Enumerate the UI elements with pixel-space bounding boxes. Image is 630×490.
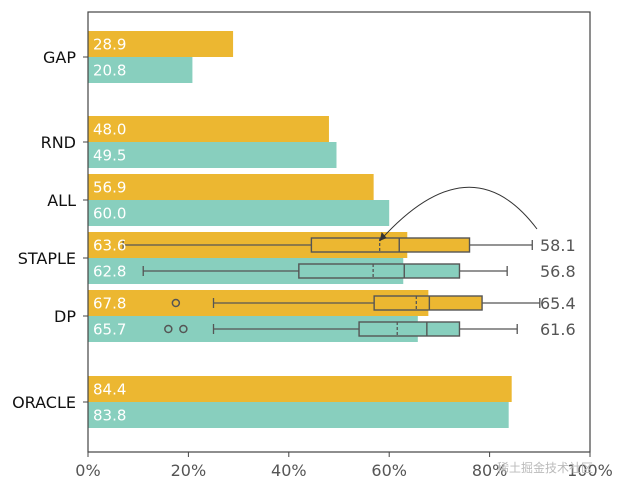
- boxplot-staple-series-a-mean-label: 58.1: [540, 236, 576, 255]
- bar-gap-series-b: [88, 57, 193, 83]
- boxplot-staple-series-b-box: [298, 263, 461, 279]
- bar-rnd-series-a: [88, 116, 329, 142]
- boxplot-dp-series-b-outlier: [179, 324, 188, 334]
- category-label-all: ALL: [47, 191, 76, 210]
- bar-value-label: 63.6: [93, 237, 126, 255]
- category-label-oracle: ORACLE: [12, 393, 76, 412]
- bar-all-series-b: [88, 200, 390, 226]
- x-tick-label: 80%: [472, 461, 508, 480]
- x-tick-label: 60%: [371, 461, 407, 480]
- boxplot-staple-series-a-box: [310, 237, 471, 253]
- boxplot-dp-series-a-mean-label: 65.4: [540, 294, 576, 313]
- bar-value-label: 48.0: [93, 121, 126, 139]
- x-tick-label: 20%: [171, 461, 207, 480]
- bar-oracle-series-b: [88, 402, 509, 428]
- bar-value-label: 20.8: [93, 62, 126, 80]
- category-label-dp: DP: [54, 307, 76, 326]
- x-tick-label: 40%: [271, 461, 307, 480]
- boxplot-dp-series-b-mean-label: 61.6: [540, 320, 576, 339]
- category-label-gap: GAP: [43, 48, 76, 67]
- bar-value-label: 56.9: [93, 179, 126, 197]
- bar-gap-series-a: [88, 31, 234, 57]
- bar-value-label: 60.0: [93, 205, 126, 223]
- boxplot-dp-series-b-outlier: [164, 324, 173, 334]
- bar-value-label: 62.8: [93, 263, 126, 281]
- boxplot-staple-series-b-mean-label: 56.8: [540, 262, 576, 281]
- boxplot-dp-series-a-box: [373, 295, 483, 311]
- bar-value-label: 67.8: [93, 295, 126, 313]
- bar-oracle-series-a: [88, 376, 512, 402]
- bar-value-label: 65.7: [93, 321, 126, 339]
- boxplot-dp-series-a-outlier: [171, 298, 181, 308]
- bar-value-label: 28.9: [93, 36, 126, 54]
- x-tick-label: 100%: [567, 461, 613, 480]
- bar-rnd-series-b: [88, 142, 337, 168]
- category-label-staple: STAPLE: [18, 249, 76, 268]
- bar-value-label: 83.8: [93, 407, 126, 425]
- bar-value-label: 49.5: [93, 147, 126, 165]
- bar-value-label: 84.4: [93, 381, 126, 399]
- boxplot-dp-series-b-box: [358, 321, 461, 337]
- bar-all-series-a: [88, 174, 374, 200]
- watermark-text: 稀土掘金技术社区: [497, 460, 593, 475]
- plot-frame: [87, 11, 591, 453]
- annotation-arrow: [379, 186, 538, 242]
- x-tick-label: 0%: [75, 461, 100, 480]
- annotation-arrowhead: [379, 232, 387, 241]
- category-label-rnd: RND: [41, 133, 76, 152]
